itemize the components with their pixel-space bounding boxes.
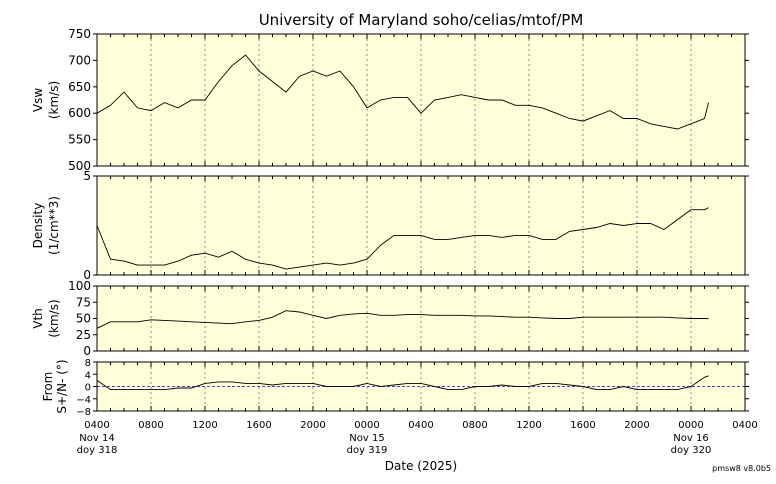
x-doy-label: doy 319 bbox=[347, 445, 388, 456]
x-tick-label: 0000 bbox=[354, 420, 379, 431]
series-line bbox=[96, 207, 709, 270]
x-tick-label: 2000 bbox=[300, 420, 325, 431]
x-tick-label: 2000 bbox=[624, 420, 649, 431]
x-tick-label: 0400 bbox=[732, 420, 757, 431]
y-tick-label: 700 bbox=[68, 53, 91, 67]
y-tick-label: 600 bbox=[68, 106, 91, 120]
x-date-label: Nov 15 bbox=[349, 433, 384, 444]
x-tick-label: 1200 bbox=[516, 420, 541, 431]
y-tick-label: 8 bbox=[85, 358, 91, 369]
version-footer: pmsw8 v8.0b5 bbox=[712, 464, 771, 473]
panel-2: 0 25 50 75 100 Vth (km/s) bbox=[31, 279, 749, 358]
x-date-label: Nov 16 bbox=[673, 433, 708, 444]
x-tick-label: 1600 bbox=[570, 420, 595, 431]
panel-frame bbox=[96, 361, 746, 412]
panel-frame bbox=[96, 175, 746, 276]
y-tick-label: 0 bbox=[85, 383, 91, 394]
y-tick-label: −4 bbox=[76, 395, 91, 406]
y-axis-label: (km/s) bbox=[47, 81, 61, 119]
x-doy-label: doy 320 bbox=[671, 445, 712, 456]
y-tick-label: 25 bbox=[76, 328, 91, 342]
y-axis-label: (km/s) bbox=[47, 299, 61, 337]
y-tick-label: 50 bbox=[76, 312, 91, 326]
x-date-label: Nov 14 bbox=[79, 433, 114, 444]
x-tick-label: 0000 bbox=[678, 420, 703, 431]
x-doy-label: doy 318 bbox=[77, 445, 118, 456]
x-tick-label: 0800 bbox=[138, 420, 163, 431]
chart-title: University of Maryland soho/celias/mtof/… bbox=[259, 11, 584, 29]
y-axis-label: Vsw bbox=[31, 88, 45, 112]
y-axis-label: From bbox=[41, 372, 55, 402]
series-line bbox=[96, 54, 709, 130]
y-tick-label: 75 bbox=[76, 295, 91, 309]
y-axis-label: (1/cm**3) bbox=[47, 196, 61, 255]
x-tick-label: 0400 bbox=[84, 420, 109, 431]
panel-3: −8−40 48 From S+/N- (°) bbox=[41, 358, 749, 418]
y-tick-label: 750 bbox=[68, 27, 91, 41]
x-tick-label: 0400 bbox=[408, 420, 433, 431]
series-line bbox=[96, 310, 709, 329]
panel-frame bbox=[96, 33, 746, 167]
y-tick-label: 650 bbox=[68, 80, 91, 94]
y-axis-label: Vth bbox=[31, 308, 45, 329]
y-tick-label: 5 bbox=[83, 169, 91, 183]
y-tick-label: 4 bbox=[85, 370, 91, 381]
x-tick-label: 0800 bbox=[462, 420, 487, 431]
x-axis-label: Date (2025) bbox=[385, 459, 457, 473]
y-axis-label: S+/N- (°) bbox=[55, 359, 69, 413]
panel-1: 0 5 Density (1/cm**3) bbox=[31, 169, 749, 282]
series-line bbox=[96, 375, 709, 391]
y-tick-label: 550 bbox=[68, 133, 91, 147]
x-tick-label: 1200 bbox=[192, 420, 217, 431]
panel-frame bbox=[96, 285, 746, 352]
y-tick-label: −8 bbox=[76, 407, 91, 418]
panel-background bbox=[97, 176, 745, 275]
y-tick-label: 0 bbox=[83, 268, 91, 282]
x-tick-label: 1600 bbox=[246, 420, 271, 431]
y-tick-label: 500 bbox=[68, 159, 91, 173]
y-tick-label: 100 bbox=[68, 279, 91, 293]
panel-0: 500 550 600 650 700 750 Vsw (km/s) bbox=[31, 27, 749, 173]
y-axis-label: Density bbox=[31, 203, 45, 249]
y-tick-label: 0 bbox=[83, 344, 91, 358]
